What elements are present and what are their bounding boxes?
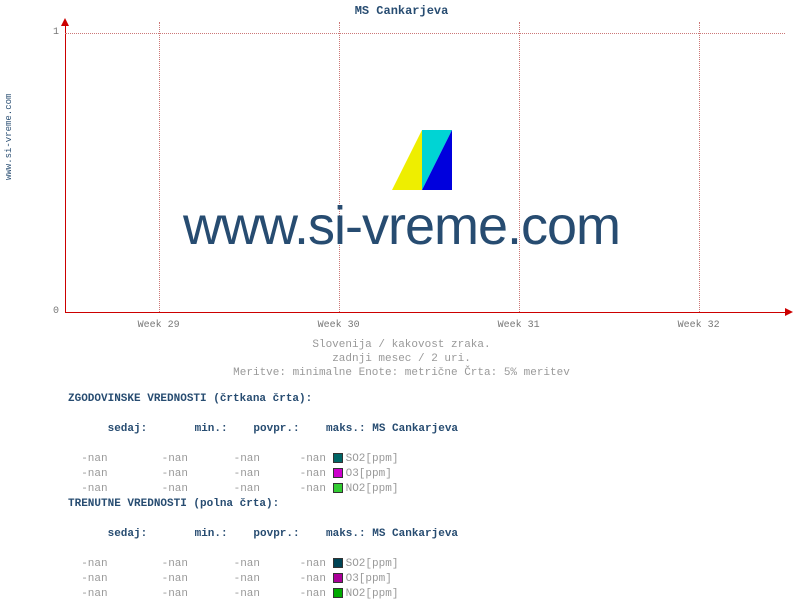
val-maks: -nan (260, 452, 326, 467)
x-tick-label: Week 31 (498, 320, 540, 331)
chart-container: MS Cankarjeva www.si-vreme.com 0 1 Week … (0, 0, 803, 550)
col-min: min.: (168, 527, 228, 542)
series-label: SO2[ppm] (346, 557, 399, 572)
col-station: MS Cankarjeva (372, 422, 458, 437)
val-povpr: -nan (188, 482, 260, 497)
y-axis-website-label: www.si-vreme.com (4, 94, 14, 180)
x-axis-arrow (785, 308, 793, 316)
watermark-logo (392, 130, 452, 190)
current-row: -nan-nan-nan-nan NO2[ppm] (68, 587, 458, 602)
series-swatch-icon (333, 573, 343, 583)
col-sedaj: sedaj: (108, 527, 168, 542)
val-sedaj: -nan (68, 452, 128, 467)
gridline-v (159, 22, 160, 312)
series-label: O3[ppm] (346, 572, 392, 587)
gridline-v (519, 22, 520, 312)
gridline-h (65, 33, 785, 34)
col-sedaj: sedaj: (108, 422, 168, 437)
series-swatch-icon (333, 588, 343, 598)
current-column-headers: sedaj:min.:povpr.:maks.: MS Cankarjeva (68, 512, 458, 557)
subtitle-line-2: zadnji mesec / 2 uri. (0, 352, 803, 366)
series-swatch-icon (333, 558, 343, 568)
val-povpr: -nan (188, 557, 260, 572)
val-maks: -nan (260, 482, 326, 497)
series-swatch-icon (333, 483, 343, 493)
val-min: -nan (128, 557, 188, 572)
subtitle-line-3: Meritve: minimalne Enote: metrične Črta:… (0, 366, 803, 380)
val-sedaj: -nan (68, 587, 128, 602)
y-tick-0: 0 (45, 306, 59, 317)
val-min: -nan (128, 482, 188, 497)
gridline-v (699, 22, 700, 312)
x-tick-label: Week 30 (318, 320, 360, 331)
val-maks: -nan (260, 587, 326, 602)
val-povpr: -nan (188, 467, 260, 482)
val-min: -nan (128, 572, 188, 587)
val-sedaj: -nan (68, 572, 128, 587)
val-maks: -nan (260, 572, 326, 587)
col-maks: maks.: (300, 422, 366, 437)
val-maks: -nan (260, 557, 326, 572)
val-min: -nan (128, 587, 188, 602)
val-min: -nan (128, 452, 188, 467)
val-povpr: -nan (188, 452, 260, 467)
gridline-v (339, 22, 340, 312)
current-header: TRENUTNE VREDNOSTI (polna črta): (68, 497, 458, 512)
historical-row: -nan-nan-nan-nan NO2[ppm] (68, 482, 458, 497)
col-min: min.: (168, 422, 228, 437)
subtitle-block: Slovenija / kakovost zraka. zadnji mesec… (0, 338, 803, 380)
series-swatch-icon (333, 468, 343, 478)
watermark-text: www.si-vreme.com (0, 195, 803, 257)
col-station: MS Cankarjeva (372, 527, 458, 542)
historical-row: -nan-nan-nan-nan O3[ppm] (68, 467, 458, 482)
series-swatch-icon (333, 453, 343, 463)
col-povpr: povpr.: (228, 422, 300, 437)
chart-title: MS Cankarjeva (0, 4, 803, 18)
val-sedaj: -nan (68, 467, 128, 482)
val-sedaj: -nan (68, 557, 128, 572)
series-label: NO2[ppm] (346, 587, 399, 602)
x-tick-label: Week 32 (678, 320, 720, 331)
historical-header: ZGODOVINSKE VREDNOSTI (črtkana črta): (68, 392, 458, 407)
col-maks: maks.: (300, 527, 366, 542)
val-maks: -nan (260, 467, 326, 482)
current-row: -nan-nan-nan-nan O3[ppm] (68, 572, 458, 587)
current-row: -nan-nan-nan-nan SO2[ppm] (68, 557, 458, 572)
val-povpr: -nan (188, 572, 260, 587)
series-label: O3[ppm] (346, 467, 392, 482)
historical-column-headers: sedaj:min.:povpr.:maks.: MS Cankarjeva (68, 407, 458, 452)
data-tables: ZGODOVINSKE VREDNOSTI (črtkana črta): se… (68, 392, 458, 602)
val-povpr: -nan (188, 587, 260, 602)
x-tick-label: Week 29 (138, 320, 180, 331)
historical-row: -nan-nan-nan-nan SO2[ppm] (68, 452, 458, 467)
y-tick-1: 1 (45, 27, 59, 38)
col-povpr: povpr.: (228, 527, 300, 542)
val-min: -nan (128, 467, 188, 482)
series-label: NO2[ppm] (346, 482, 399, 497)
val-sedaj: -nan (68, 482, 128, 497)
series-label: SO2[ppm] (346, 452, 399, 467)
subtitle-line-1: Slovenija / kakovost zraka. (0, 338, 803, 352)
